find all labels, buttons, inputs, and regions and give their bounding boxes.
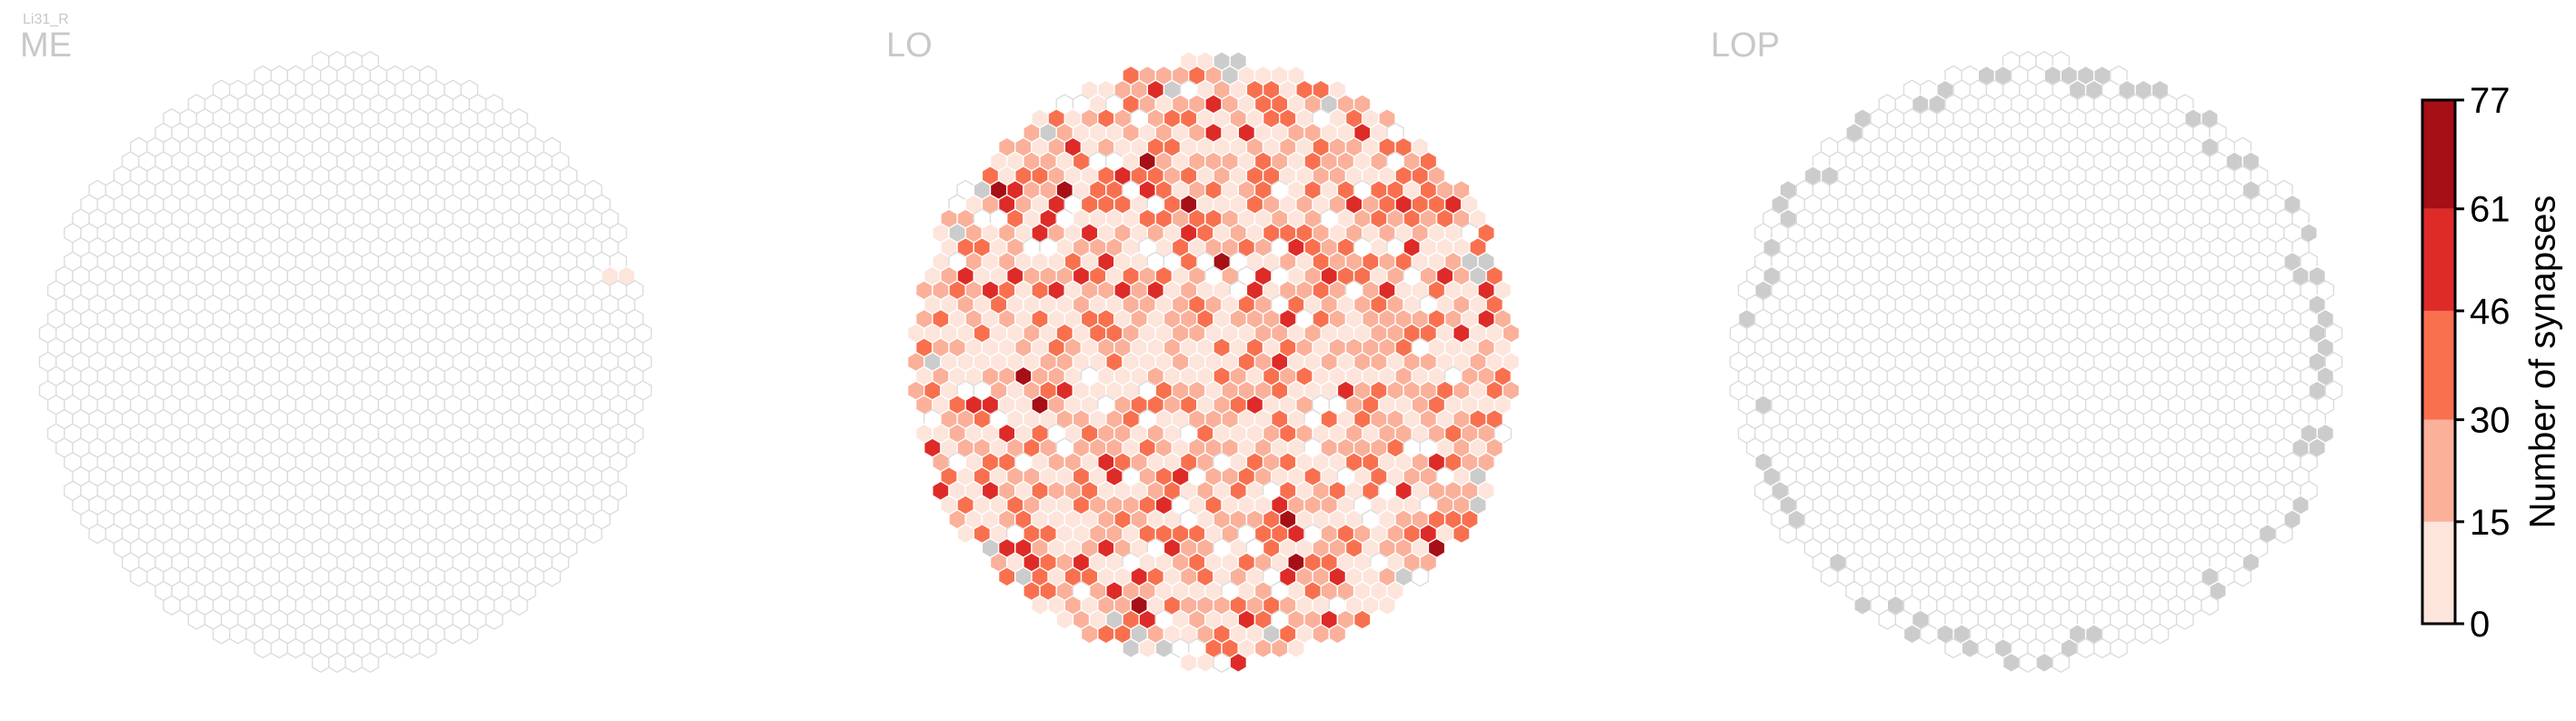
hex-cell <box>1253 637 1273 659</box>
hex-cell-no-data <box>1122 637 1140 659</box>
hex-cell-empty <box>187 609 206 630</box>
hex-cell <box>1353 609 1372 630</box>
hex-cell-no-data <box>2002 652 2021 674</box>
panel-me: ME <box>20 26 653 674</box>
hex-cell-empty <box>1977 637 1996 659</box>
colorbar-ticks: 0 15 30 46 61 77 <box>2455 81 2511 645</box>
hex-cell-no-data <box>1902 623 1922 645</box>
colorbar-bin-1 <box>2422 419 2455 522</box>
hex-cell <box>1328 623 1347 645</box>
hex-cell-empty <box>419 637 437 659</box>
hex-cell-empty <box>270 637 288 659</box>
hex-cell-empty <box>444 623 462 645</box>
hex-cell-empty <box>254 637 272 659</box>
hex-cell-empty <box>88 523 106 545</box>
colorbar-tick-label: 30 <box>2470 401 2511 441</box>
hex-cell-empty <box>584 523 603 545</box>
colorbar-bins <box>2422 100 2455 624</box>
hex-cell-empty <box>2093 637 2112 659</box>
hex-cell <box>1453 523 1471 545</box>
panel-title-lo: LO <box>886 26 933 65</box>
hex-cell-empty <box>212 623 231 645</box>
hex-cell-empty <box>2052 652 2071 674</box>
hex-cell-empty <box>1920 623 1938 645</box>
hex-grid-me <box>38 50 653 674</box>
colorbar-bin-3 <box>2422 208 2455 311</box>
hex-cell-empty <box>1411 566 1430 587</box>
hex-cell-no-data <box>2035 652 2053 674</box>
hex-cell-empty <box>510 595 528 616</box>
panel-title-me: ME <box>20 26 72 65</box>
hex-cell-empty <box>1213 652 1231 674</box>
hex-cell-empty <box>163 595 181 616</box>
hex-cell-empty <box>1944 637 1962 659</box>
colorbar-tick-label: 0 <box>2470 605 2490 645</box>
hex-cell <box>1031 595 1049 616</box>
colorbar-bin-0 <box>2422 521 2455 624</box>
colorbar-bin-2 <box>2422 310 2455 420</box>
cell-type-label: Li31_R <box>23 12 69 27</box>
colorbar-tick-label: 15 <box>2470 503 2511 543</box>
panel-lop: LOP <box>1711 26 2343 674</box>
hex-cell-empty <box>2175 609 2194 630</box>
hex-cell-empty <box>1779 523 1797 545</box>
colorbar-tick-label: 77 <box>2470 81 2511 121</box>
hex-cell-empty <box>1878 609 1897 630</box>
hex-cell-empty <box>2233 566 2252 587</box>
hex-cell-empty <box>286 637 305 659</box>
hex-grid-lo <box>906 50 1521 674</box>
hex-cell <box>1097 623 1115 645</box>
colorbar-bin-4 <box>2422 100 2455 209</box>
colorbar: 0 15 30 46 61 77 Number of synapses <box>2421 81 2563 645</box>
hex-cell <box>1138 637 1156 659</box>
hex-cell <box>1179 652 1198 674</box>
hex-cell <box>1271 637 1289 659</box>
hex-cell <box>956 523 974 545</box>
hex-cell-empty <box>311 652 330 674</box>
hex-cell-empty <box>1820 566 1839 587</box>
hex-cell-empty <box>2019 652 2037 674</box>
hex-grid-lop <box>1729 50 2343 674</box>
hex-cell <box>1196 652 1214 674</box>
colorbar-tick-label: 61 <box>2470 190 2511 230</box>
hex-cell-no-data <box>1853 595 1872 616</box>
panel-lo: LO <box>886 26 1521 674</box>
hex-cell-no-data <box>1154 637 1173 659</box>
panel-title-lop: LOP <box>1711 26 1780 65</box>
hex-cell-empty <box>344 652 363 674</box>
hex-cell-empty <box>2076 637 2095 659</box>
hex-cell-empty <box>403 637 421 659</box>
hex-cell <box>1378 595 1396 616</box>
hex-cell-empty <box>328 652 346 674</box>
hex-cell-empty <box>2151 623 2170 645</box>
colorbar-tick-label: 46 <box>2470 292 2511 332</box>
hex-cell-empty <box>361 652 380 674</box>
hex-cell-empty <box>543 566 562 587</box>
hex-cell-empty <box>460 623 479 645</box>
hex-cell <box>1080 623 1099 645</box>
hex-cell <box>997 566 1016 587</box>
hex-cell-empty <box>2110 637 2128 659</box>
hex-cell-empty <box>484 609 504 630</box>
hex-cell <box>1229 652 1248 674</box>
hex-cell-empty <box>2134 623 2152 645</box>
hex-cell-no-data <box>1961 637 1979 659</box>
hex-cell-empty <box>385 637 404 659</box>
hex-cell-empty <box>229 623 247 645</box>
hex-cell-empty <box>129 566 148 587</box>
hex-cell-empty <box>2201 595 2219 616</box>
hex-cell-empty <box>2275 523 2293 545</box>
colorbar-label: Number of synapses <box>2523 195 2563 529</box>
hex-cell <box>1287 637 1305 659</box>
hex-cell <box>1312 623 1330 645</box>
hex-cell <box>1055 609 1074 630</box>
